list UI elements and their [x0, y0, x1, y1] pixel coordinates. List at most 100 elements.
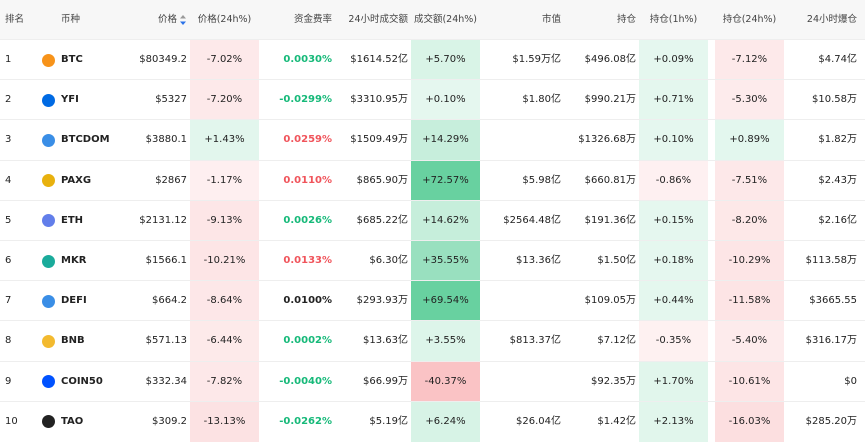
column-header: 成交额(24h%)	[413, 14, 478, 25]
column-header: 资金费率	[293, 14, 332, 25]
row-divider	[0, 280, 865, 282]
heat-cell	[411, 200, 480, 241]
coin-icon	[42, 375, 55, 389]
cell-value: $2131.12	[139, 214, 187, 226]
rank: 6	[5, 255, 12, 266]
rank: 3	[5, 134, 12, 146]
rank: 1	[5, 54, 12, 65]
sort-icon[interactable]	[179, 14, 187, 26]
cell-value: -7.20%	[206, 94, 243, 106]
coin-name[interactable]: ETH	[61, 214, 84, 226]
coin-name[interactable]: BNB	[61, 335, 85, 347]
column-header: 价格(24h%)	[197, 14, 252, 25]
coin-icon	[42, 93, 55, 107]
heat-cell	[411, 160, 480, 201]
cell-value: $5327	[155, 94, 187, 106]
coin-icon	[42, 53, 55, 67]
market-table: 排名 币种 价格 价格(24h%) 资金费率 24小时成交额 成交额(24h%) 市值 持仓 持仓…	[0, 14, 865, 442]
cell-value: +69.54%	[422, 295, 469, 307]
coin-name[interactable]: TAO	[61, 415, 84, 427]
cell-value: -10.61%	[728, 375, 771, 387]
cell-value: $1.80亿	[522, 94, 561, 106]
funding-rate: 0.0100%	[283, 295, 332, 307]
coin-name[interactable]: BTC	[61, 54, 83, 65]
cell-value: $13.36亿	[516, 255, 561, 266]
column-header: 24小时爆仓	[806, 14, 857, 25]
cell-value: $309.2	[152, 415, 187, 427]
cell-value: $1.50亿	[597, 255, 636, 266]
coin-icon	[42, 254, 55, 268]
cell-value: $3880.1	[145, 134, 187, 146]
coin-name[interactable]: MKR	[61, 255, 87, 266]
coin-name[interactable]: PAXG	[61, 174, 92, 186]
cell-value: $316.17万	[805, 335, 857, 347]
row-divider	[0, 400, 865, 402]
heat-cell	[715, 200, 784, 241]
coin-name[interactable]: YFI	[61, 94, 79, 106]
funding-rate: 0.0110%	[283, 174, 332, 186]
coin-name[interactable]: COIN50	[61, 375, 103, 387]
cell-value: $2564.48亿	[503, 214, 561, 226]
cell-value: -9.13%	[206, 214, 243, 226]
row-divider	[0, 159, 865, 161]
cell-value: $109.05万	[584, 295, 636, 307]
heat-cell	[715, 120, 784, 161]
coin-name[interactable]: DEFI	[61, 295, 87, 307]
column-header: 市值	[541, 14, 561, 25]
row-divider	[0, 119, 865, 121]
cell-value: $7.12亿	[597, 335, 636, 347]
column-header: 币种	[61, 14, 81, 25]
cell-value: $66.99万	[363, 375, 408, 387]
cell-value: +0.44%	[653, 295, 694, 307]
cell-value: $92.35万	[591, 375, 636, 387]
cell-value: $990.21万	[584, 94, 636, 106]
coin-name[interactable]: BTCDOM	[61, 134, 110, 146]
heat-cell	[190, 40, 259, 81]
heat-cell	[411, 80, 480, 121]
cell-value: +0.15%	[653, 214, 694, 226]
cell-value: $2.16亿	[818, 214, 857, 226]
funding-rate: 0.0026%	[283, 214, 332, 226]
cell-value: $571.13	[145, 335, 187, 347]
heat-cell	[639, 40, 708, 81]
funding-rate: 0.0002%	[283, 335, 332, 347]
funding-rate: -0.0040%	[279, 375, 332, 387]
cell-value: -8.20%	[731, 214, 768, 226]
coin-icon	[42, 294, 55, 308]
cell-value: $1.59万亿	[512, 54, 561, 65]
cell-value: +14.29%	[422, 134, 469, 146]
row-divider	[0, 199, 865, 201]
cell-value: $5.19亿	[369, 415, 408, 427]
cell-value: -6.44%	[206, 335, 243, 347]
cell-value: +35.55%	[422, 255, 469, 266]
column-header[interactable]: 价格	[157, 14, 177, 25]
cell-value: $1614.52亿	[350, 54, 408, 65]
cell-value: -40.37%	[424, 375, 467, 387]
coin-icon	[42, 214, 55, 228]
column-header: 持仓(24h%)	[722, 14, 777, 25]
cell-value: $332.34	[145, 375, 187, 387]
cell-value: +1.70%	[653, 375, 694, 387]
cell-value: $1509.49万	[350, 134, 408, 146]
row-divider	[0, 79, 865, 81]
cell-value: $1.42亿	[597, 415, 636, 427]
heat-cell	[639, 281, 708, 322]
cell-value: -0.86%	[655, 174, 692, 186]
cell-value: -7.02%	[206, 54, 243, 65]
cell-value: $685.22亿	[356, 214, 408, 226]
rank: 2	[5, 94, 12, 106]
cell-value: $664.2	[152, 295, 187, 307]
cell-value: $293.93万	[356, 295, 408, 307]
heat-cell	[639, 160, 708, 201]
cell-value: $191.36亿	[584, 214, 636, 226]
coin-icon	[42, 334, 55, 348]
column-header: 24小时成交额	[348, 14, 408, 25]
column-header: 持仓	[616, 14, 636, 25]
column-header: 排名	[5, 14, 25, 25]
heat-cell	[411, 120, 480, 161]
cell-value: +0.10%	[425, 94, 466, 106]
funding-rate: -0.0299%	[279, 94, 332, 106]
cell-value: $113.58万	[805, 255, 857, 266]
coin-icon	[42, 174, 55, 188]
cell-value: -8.64%	[206, 295, 243, 307]
